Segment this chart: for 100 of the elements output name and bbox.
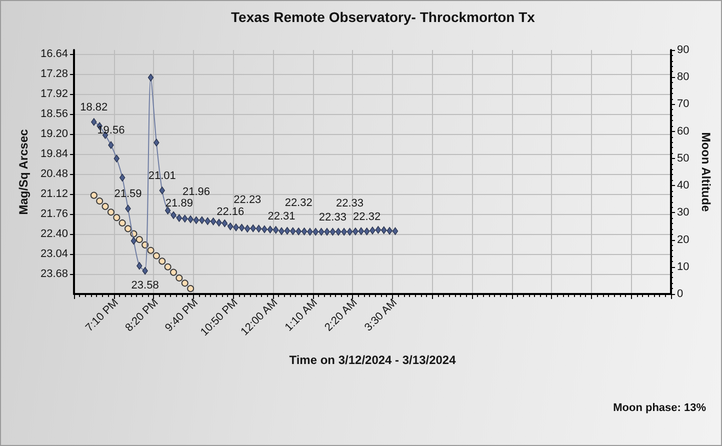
point <box>107 208 114 216</box>
point <box>142 267 148 275</box>
point <box>352 228 358 236</box>
point <box>170 211 176 220</box>
point <box>386 226 392 235</box>
point <box>170 268 177 276</box>
point <box>216 218 222 227</box>
data-label: 22.33 <box>336 197 364 210</box>
point <box>244 224 250 232</box>
point <box>136 236 143 244</box>
y2-tick-label: 20 <box>677 234 690 246</box>
point <box>187 285 194 292</box>
point <box>188 215 194 224</box>
point <box>119 174 126 182</box>
point <box>154 138 160 146</box>
y-tick-label: 17.92 <box>40 88 68 100</box>
point <box>108 141 114 149</box>
data-label: 22.23 <box>234 194 262 206</box>
point <box>296 228 302 236</box>
y2-tick-label: 70 <box>677 98 690 110</box>
point <box>301 228 308 236</box>
point <box>147 246 154 254</box>
point <box>318 228 324 236</box>
point <box>392 227 398 235</box>
y2-tick-label: 80 <box>677 71 690 84</box>
point <box>125 204 131 212</box>
point <box>152 252 160 260</box>
point <box>364 228 370 236</box>
data-label: 22.16 <box>216 206 244 218</box>
text: Moon phase: 13% <box>613 402 706 414</box>
data-label: 22.32 <box>353 211 381 224</box>
x-tick-label: 8:20 PM <box>123 296 161 334</box>
point <box>290 227 296 235</box>
point <box>284 226 290 235</box>
point <box>330 228 336 236</box>
point <box>210 218 216 226</box>
data-label: 21.89 <box>165 198 193 210</box>
point <box>96 198 104 205</box>
point <box>159 186 165 194</box>
point <box>181 280 188 287</box>
data-label: 18.82 <box>80 102 108 114</box>
point <box>193 216 200 224</box>
point <box>136 262 142 270</box>
point <box>90 192 98 199</box>
y-tick-label: 19.84 <box>40 148 68 160</box>
data-label: 21.96 <box>182 186 210 198</box>
point <box>262 225 268 234</box>
point <box>228 222 234 230</box>
y-axis-title: Mag/Sq Arcsec <box>16 128 31 215</box>
y2-tick-label: 50 <box>677 152 690 164</box>
y2-tick-label: 60 <box>677 125 690 138</box>
point <box>176 214 182 222</box>
y-tick-label: 20.48 <box>40 168 68 180</box>
point <box>256 224 262 232</box>
data-label: 21.01 <box>148 170 176 182</box>
point <box>267 226 274 234</box>
y-tick-label: 18.56 <box>40 108 68 120</box>
point <box>324 228 330 236</box>
point <box>164 263 172 270</box>
point <box>113 214 120 222</box>
point <box>278 227 284 235</box>
y2-tick-label: 90 <box>677 44 690 56</box>
x-tick-label: 9:40 PM <box>163 296 200 334</box>
data-label: 19.56 <box>97 124 125 137</box>
point <box>238 224 245 232</box>
point <box>118 219 126 226</box>
point <box>130 236 137 245</box>
data-label: 22.32 <box>284 197 312 210</box>
x-tick-label: 3:30 AM <box>362 296 400 334</box>
point <box>204 217 210 225</box>
y2-tick-label: 30 <box>677 206 690 219</box>
x-tick-label: 1:10 AM <box>282 296 320 334</box>
point <box>341 228 347 236</box>
y2-tick-label: 0 <box>677 288 684 300</box>
point <box>164 206 171 214</box>
point <box>381 226 387 234</box>
y-tick-label: 21.12 <box>40 188 68 200</box>
point <box>148 74 154 82</box>
point <box>346 228 353 236</box>
point <box>250 224 256 232</box>
point <box>124 225 132 232</box>
point <box>91 118 97 126</box>
data-label: 21.59 <box>114 188 142 200</box>
y-tick-label: 19.20 <box>40 128 68 140</box>
point <box>375 226 382 234</box>
y-tick-label: 23.68 <box>40 268 68 280</box>
y-tick-label: 16.64 <box>40 48 68 60</box>
point <box>312 228 318 236</box>
chart-title: Texas Remote Observatory- Throckmorton Tx <box>231 9 535 25</box>
y-tick-label: 21.76 <box>40 208 68 220</box>
point <box>370 226 376 234</box>
y-tick-label: 17.28 <box>40 68 68 80</box>
point <box>336 228 342 236</box>
point <box>272 226 279 234</box>
point <box>158 258 166 265</box>
point <box>233 224 239 232</box>
point <box>358 227 364 235</box>
point <box>222 219 228 228</box>
x-axis-title: Time on 3/12/2024 - 3/13/2024 <box>289 353 456 367</box>
y2-axis-title: Moon Altitude <box>699 132 714 212</box>
